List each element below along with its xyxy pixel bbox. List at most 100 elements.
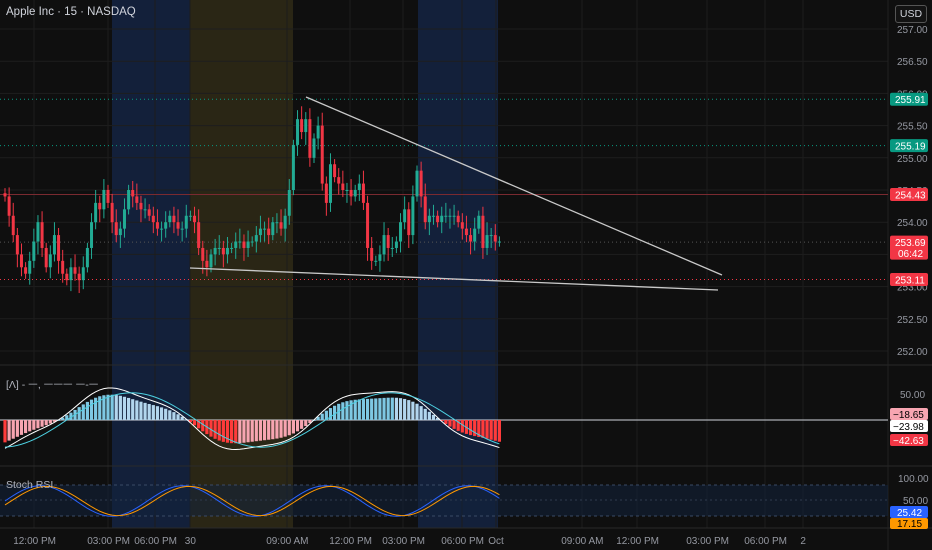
macd-histogram-bar (110, 394, 114, 420)
time-tick: 03:00 PM (382, 536, 425, 547)
stoch-rsi-label[interactable]: Stoch RSI (6, 479, 54, 491)
candle-body (143, 209, 147, 211)
candle-body (246, 241, 250, 248)
macd-histogram-bar (52, 420, 57, 422)
macd-histogram-bar (3, 420, 7, 443)
macd-histogram-bar (275, 420, 279, 439)
candle-body (3, 193, 7, 197)
candle-body (349, 190, 353, 197)
candle-body (271, 222, 275, 236)
macd-histogram-bar (151, 405, 155, 420)
macd-histogram-bar (118, 395, 122, 420)
macd-histogram-bar (258, 420, 263, 441)
price-tick: 252.00 (897, 347, 928, 358)
candle-body (184, 215, 188, 229)
candle-body (213, 247, 217, 255)
macd-histogram-bar (32, 420, 36, 430)
stoch-badge (890, 506, 928, 518)
macd-histogram-bar (122, 396, 127, 420)
macd-histogram-bar (403, 398, 407, 420)
time-tick: 03:00 PM (87, 536, 130, 547)
time-tick: 06:00 PM (441, 536, 484, 547)
candle-body (15, 235, 19, 255)
price-badge-value: 253.11 (895, 276, 925, 287)
candle-body (444, 215, 448, 217)
macd-histogram-bar (81, 404, 85, 420)
price-badge (890, 92, 928, 106)
candle-body (139, 202, 143, 210)
macd-histogram-bar (77, 407, 81, 420)
macd-histogram-bar (36, 420, 40, 429)
macd-histogram-bar (94, 397, 98, 420)
macd-histogram-bar (283, 420, 287, 437)
macd-histogram-bar (192, 420, 197, 426)
candle-body (61, 260, 65, 274)
macd-badge-value: −23.98 (893, 422, 924, 433)
candle-body (419, 170, 423, 197)
macd-histogram-bar (485, 420, 489, 439)
symbol-title[interactable]: Apple Inc · 15 · NASDAQ (6, 6, 136, 18)
price-tick: 255.00 (897, 154, 928, 165)
candle-body (403, 209, 407, 223)
candle-body (98, 202, 102, 210)
macd-histogram-bar (382, 397, 386, 420)
stoch-tick: 50.00 (903, 496, 928, 507)
candle-body (382, 235, 386, 255)
candle-body (370, 247, 374, 261)
macd-histogram-bar (69, 412, 73, 420)
candle-body (77, 273, 81, 281)
stoch-tick: 100.00 (898, 474, 929, 485)
time-tick: 09:00 AM (561, 536, 603, 547)
macd-histogram-bar (159, 407, 164, 420)
support-trendline (189, 267, 719, 291)
macd-histogram-bar (225, 420, 230, 443)
candle-body (489, 235, 493, 237)
macd-histogram-bar (155, 406, 160, 420)
price-badge-value: 255.19 (895, 142, 926, 153)
candle-body (263, 228, 267, 230)
time-tick: 30 (185, 536, 197, 547)
macd-histogram-bar (357, 399, 361, 420)
time-tick: 12:00 PM (616, 536, 659, 547)
macd-histogram-bar (444, 420, 448, 424)
macd-histogram-bar (431, 414, 436, 420)
time-tick: 03:00 PM (686, 536, 729, 547)
time-tick: 12:00 PM (329, 536, 372, 547)
candle-body (452, 215, 456, 217)
macd-histogram-bar (164, 408, 168, 420)
currency-button[interactable]: USD (895, 5, 927, 23)
macd-histogram-bar (262, 420, 267, 441)
macd-histogram-bar (213, 420, 217, 439)
candle-body (40, 222, 44, 248)
macd-histogram-bar (365, 398, 370, 420)
candle-body (481, 215, 485, 248)
candle-body (279, 222, 283, 229)
candle-body (81, 267, 85, 281)
candle-body (333, 164, 337, 178)
candle-body (394, 241, 398, 248)
candle-body (374, 260, 378, 262)
candle-body (427, 215, 431, 223)
price-tick: 255.50 (897, 122, 928, 133)
stoch-badge-value: 17.15 (897, 519, 922, 530)
macd-histogram-bar (291, 420, 295, 434)
candle-body (114, 222, 118, 236)
candle-body (267, 228, 271, 236)
macd-histogram-bar (127, 397, 131, 420)
stoch-d-line (4, 485, 500, 517)
candle-body (341, 183, 345, 190)
macd-histogram-bar (209, 420, 213, 437)
candle-body (135, 196, 139, 203)
macd-histogram-bar (246, 420, 250, 443)
candle-body (345, 190, 349, 191)
macd-histogram-bar (440, 420, 444, 422)
macd-histogram-bar (394, 397, 398, 420)
candle-body (65, 273, 69, 281)
macd-badge (890, 434, 928, 446)
macd-indicator-label[interactable]: [Λ] - ㅡ, ㅡㅡㅡ ㅡ-ㅡ (6, 379, 99, 391)
candle-body (477, 215, 481, 229)
macd-histogram-bar (287, 420, 291, 436)
candle-body (238, 241, 242, 243)
candle-body (172, 215, 176, 223)
